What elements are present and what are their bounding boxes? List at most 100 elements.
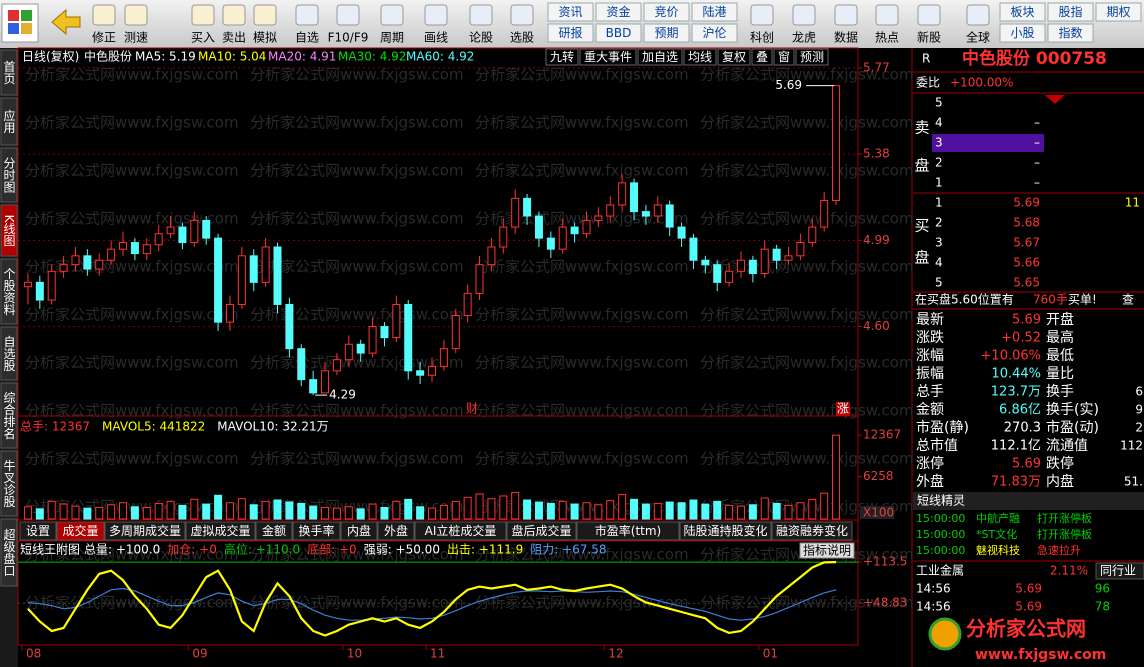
chart-button[interactable] xyxy=(545,48,579,66)
grid-button[interactable] xyxy=(1047,2,1094,22)
sidebar-label: 超级盘口 xyxy=(2,527,16,576)
stat-value: 51. xyxy=(1124,475,1143,489)
ma-legend: MA60: 4.92 xyxy=(406,50,474,64)
candle-body xyxy=(641,211,650,217)
candle-body xyxy=(463,292,472,317)
sidebar-label: 个股资料 xyxy=(2,267,16,315)
volume-bar xyxy=(475,493,484,520)
sprite-event: 打开涨停板 xyxy=(1037,527,1092,541)
grid-button[interactable] xyxy=(595,2,642,22)
sector-link-bg[interactable] xyxy=(1095,562,1144,580)
watermark: 分析家公式网www.fxjgsw.com xyxy=(25,594,239,612)
sidebar-tab[interactable] xyxy=(0,326,18,381)
tab[interactable] xyxy=(19,521,57,541)
tab[interactable] xyxy=(185,521,256,541)
grid-button[interactable] xyxy=(1047,23,1094,43)
dropdown[interactable] xyxy=(1045,95,1065,104)
candle-body xyxy=(95,259,104,270)
title-bar xyxy=(913,48,1144,70)
toolbar-icon[interactable] xyxy=(253,4,277,26)
watermark: 分析家公式网www.fxjgsw.com xyxy=(700,402,914,420)
order-price: – xyxy=(1034,116,1040,130)
toolbar-icon[interactable] xyxy=(792,4,816,26)
tab[interactable] xyxy=(771,521,853,541)
logo-url: www.fxjgsw.com xyxy=(975,647,1106,663)
chart-button[interactable] xyxy=(579,48,637,66)
sidebar-label: 综合排名 xyxy=(2,391,16,439)
chart-button[interactable] xyxy=(683,48,717,66)
tab[interactable] xyxy=(340,521,378,541)
grid-button[interactable] xyxy=(547,23,594,43)
sidebar-tab[interactable] xyxy=(0,204,18,257)
toolbar-label: 选股 xyxy=(510,31,534,45)
toolbar-icon[interactable] xyxy=(917,4,941,26)
tab[interactable] xyxy=(679,521,772,541)
grid-button[interactable] xyxy=(691,23,738,43)
toolbar-icon[interactable] xyxy=(380,4,404,26)
logo-button[interactable] xyxy=(1,3,39,43)
toolbar-icon[interactable] xyxy=(875,4,899,26)
toolbar-icon[interactable] xyxy=(295,4,319,26)
y-tick-label: 6258 xyxy=(863,469,894,483)
tab[interactable] xyxy=(506,521,577,541)
stat-label: 市盈(动) xyxy=(1046,419,1099,436)
toolbar-icon[interactable] xyxy=(222,4,246,26)
sidebar-tab[interactable] xyxy=(0,450,18,517)
toolbar-icon[interactable] xyxy=(92,4,116,26)
volume-bar xyxy=(35,508,44,520)
watermark: 分析家公式网www.fxjgsw.com xyxy=(25,354,239,372)
back-button[interactable] xyxy=(51,8,81,36)
sidebar-tab[interactable] xyxy=(0,97,18,146)
candle-body xyxy=(190,219,199,244)
grid-button-label: 预期 xyxy=(654,26,678,40)
tab[interactable] xyxy=(576,521,680,541)
stat-label: 流通值 xyxy=(1046,438,1088,454)
grid-button[interactable] xyxy=(999,2,1046,22)
sidebar-tab[interactable] xyxy=(0,258,18,325)
watermark: 分析家公式网www.fxjgsw.com xyxy=(25,114,239,132)
sidebar-tab[interactable] xyxy=(0,518,18,587)
volume-bar xyxy=(511,492,520,520)
tab[interactable] xyxy=(104,521,186,541)
grid-button[interactable] xyxy=(643,23,690,43)
toolbar-icon[interactable] xyxy=(966,4,990,26)
chart-button[interactable] xyxy=(637,48,683,66)
toolbar-icon[interactable] xyxy=(469,4,493,26)
tab[interactable] xyxy=(255,521,293,541)
chart-button[interactable] xyxy=(751,48,773,66)
toolbar-icon[interactable] xyxy=(834,4,858,26)
tab[interactable] xyxy=(56,521,105,541)
volume-bar xyxy=(154,502,163,520)
grid-button[interactable] xyxy=(691,2,738,22)
candle-body xyxy=(404,303,413,372)
chart-button[interactable] xyxy=(717,48,751,66)
toolbar-icon[interactable] xyxy=(191,4,215,26)
sidebar-label: 牛叉诊股 xyxy=(2,458,16,508)
tab[interactable] xyxy=(377,521,415,541)
sidebar-tab[interactable] xyxy=(0,49,18,96)
stat-label: 开盘 xyxy=(1046,311,1074,328)
volume-bar xyxy=(202,503,211,520)
toolbar-icon[interactable] xyxy=(124,4,148,26)
sidebar-tab[interactable] xyxy=(0,147,18,203)
grid-button[interactable] xyxy=(1095,2,1142,22)
grid-button[interactable] xyxy=(595,23,642,43)
chart-button[interactable] xyxy=(795,48,829,66)
toolbar-icon[interactable] xyxy=(750,4,774,26)
grid-button[interactable] xyxy=(999,23,1046,43)
indicator-button[interactable] xyxy=(799,542,855,559)
y-tick-label: 5.38 xyxy=(863,147,890,161)
tab[interactable] xyxy=(414,521,507,541)
chart-button[interactable] xyxy=(773,48,795,66)
toolbar-icon[interactable] xyxy=(424,4,448,26)
sidebar-tab[interactable] xyxy=(0,382,18,449)
volume-bar xyxy=(487,498,496,520)
candle-body xyxy=(237,255,246,305)
ma-legend: MA20: 4.91 xyxy=(268,50,336,64)
toolbar-icon[interactable] xyxy=(510,4,534,26)
watermark: 分析家公式网www.fxjgsw.com xyxy=(475,66,689,84)
grid-button[interactable] xyxy=(547,2,594,22)
tab[interactable] xyxy=(292,521,341,541)
grid-button[interactable] xyxy=(643,2,690,22)
toolbar-icon[interactable] xyxy=(336,4,360,26)
